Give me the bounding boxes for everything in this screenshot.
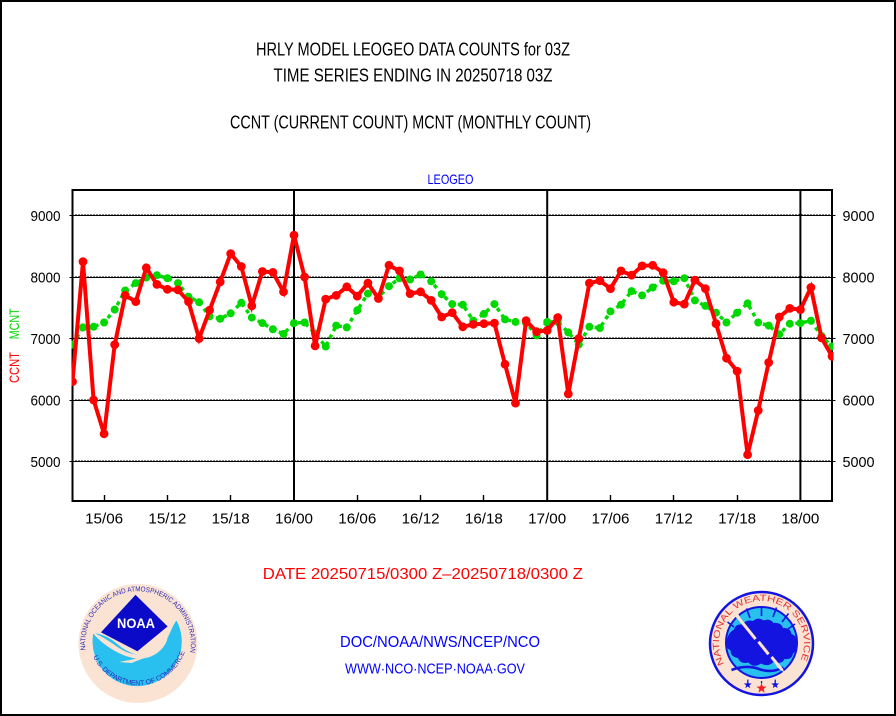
svg-text:WWW·NCO·NCEP·NOAA·GOV: WWW·NCO·NCEP·NOAA·GOV [345, 661, 525, 678]
svg-text:9000: 9000 [843, 208, 875, 225]
svg-text:18/00: 18/00 [781, 511, 819, 528]
svg-text:15/12: 15/12 [148, 511, 186, 528]
svg-text:8000: 8000 [31, 270, 61, 287]
svg-text:HRLY MODEL LEOGEO DATA COUNTS: HRLY MODEL LEOGEO DATA COUNTS for 03Z [256, 40, 570, 60]
svg-text:CCNT (CURRENT COUNT) MCNT (MON: CCNT (CURRENT COUNT) MCNT (MONTHLY COUNT… [230, 113, 591, 133]
svg-text:8000: 8000 [843, 270, 875, 287]
svg-text:17/00: 17/00 [528, 511, 566, 528]
svg-text:7000: 7000 [843, 331, 875, 348]
svg-text:15/18: 15/18 [212, 511, 250, 528]
svg-text:17/06: 17/06 [592, 511, 630, 528]
svg-text:TIME SERIES ENDING IN 20250718: TIME SERIES ENDING IN 20250718 03Z [274, 66, 553, 86]
svg-text:5000: 5000 [31, 454, 61, 471]
svg-text:9000: 9000 [31, 208, 61, 225]
svg-text:MCNT: MCNT [6, 308, 22, 339]
svg-text:DOC/NOAA/NWS/NCEP/NCO: DOC/NOAA/NWS/NCEP/NCO [340, 634, 540, 651]
svg-text:15/06: 15/06 [85, 511, 123, 528]
svg-text:CCNT: CCNT [6, 352, 22, 383]
svg-text:17/12: 17/12 [655, 511, 693, 528]
svg-text:DATE 20250715/0300 Z–20250718/: DATE 20250715/0300 Z–20250718/0300 Z [263, 566, 583, 583]
svg-text:LEOGEO: LEOGEO [428, 171, 474, 187]
svg-text:7000: 7000 [31, 331, 61, 348]
svg-text:16/00: 16/00 [275, 511, 313, 528]
svg-text:5000: 5000 [843, 454, 875, 471]
svg-text:17/18: 17/18 [718, 511, 756, 528]
svg-text:NOAA: NOAA [117, 615, 155, 631]
svg-text:6000: 6000 [843, 393, 875, 410]
svg-text:6000: 6000 [31, 393, 61, 410]
svg-text:16/06: 16/06 [338, 511, 376, 528]
svg-text:16/18: 16/18 [465, 511, 503, 528]
svg-text:16/12: 16/12 [402, 511, 440, 528]
